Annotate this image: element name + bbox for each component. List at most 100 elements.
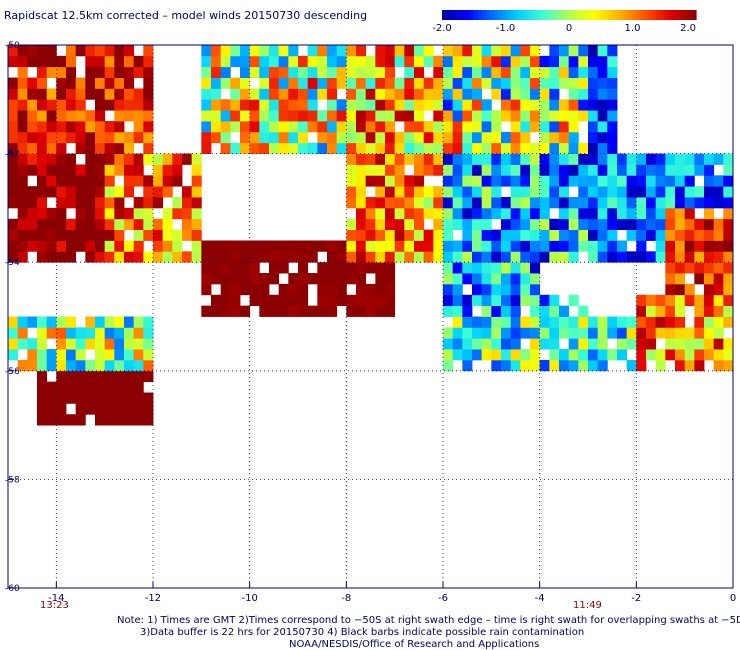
heatmap-cell bbox=[114, 66, 125, 78]
heatmap-cell bbox=[143, 110, 154, 122]
heatmap-cell bbox=[452, 88, 463, 100]
heatmap-cell bbox=[568, 218, 579, 231]
heatmap-cell bbox=[539, 229, 550, 241]
heatmap-cell bbox=[85, 218, 96, 231]
heatmap-cell bbox=[114, 88, 125, 100]
colorbar-swatch bbox=[501, 10, 507, 20]
heatmap-cell bbox=[385, 66, 396, 78]
heatmap-cell bbox=[95, 164, 106, 176]
heatmap-cell bbox=[278, 88, 289, 100]
heatmap-cell bbox=[278, 251, 289, 263]
heatmap-cell bbox=[491, 262, 502, 274]
heatmap-cell bbox=[153, 197, 164, 209]
heatmap-cell bbox=[472, 316, 483, 328]
heatmap-cell bbox=[95, 392, 106, 404]
heatmap-cell bbox=[443, 338, 454, 350]
heatmap-cell bbox=[385, 251, 396, 263]
heatmap-cell bbox=[56, 197, 67, 209]
heatmap-cell bbox=[201, 121, 212, 133]
heatmap-cell bbox=[588, 327, 599, 339]
heatmap-cell bbox=[394, 55, 405, 68]
heatmap-cell bbox=[472, 207, 483, 220]
heatmap-cell bbox=[501, 349, 512, 361]
heatmap-cell bbox=[491, 55, 502, 68]
heatmap-cell bbox=[394, 77, 405, 89]
heatmap-cell bbox=[443, 99, 454, 111]
heatmap-cell bbox=[288, 131, 299, 144]
heatmap-cell bbox=[510, 142, 521, 154]
heatmap-cell bbox=[414, 229, 425, 241]
heatmap-cell bbox=[723, 164, 734, 176]
heatmap-cell bbox=[510, 77, 521, 89]
heatmap-cell bbox=[520, 294, 531, 307]
heatmap-cell bbox=[704, 262, 715, 274]
heatmap-cell bbox=[491, 164, 502, 176]
heatmap-cell bbox=[95, 414, 106, 426]
heatmap-cell bbox=[559, 251, 570, 263]
heatmap-cell bbox=[37, 142, 48, 154]
heatmap-cell bbox=[104, 240, 115, 252]
heatmap-cell bbox=[607, 153, 618, 165]
heatmap-cell bbox=[211, 66, 222, 78]
heatmap-cell bbox=[530, 197, 541, 209]
heatmap-cell bbox=[501, 240, 512, 252]
heatmap-cell bbox=[8, 186, 19, 198]
heatmap-cell bbox=[27, 197, 38, 209]
heatmap-cell bbox=[549, 77, 560, 89]
heatmap-cell bbox=[114, 121, 125, 133]
heatmap-cell bbox=[336, 55, 347, 68]
heatmap-cell bbox=[539, 164, 550, 176]
heatmap-cell bbox=[298, 305, 309, 317]
heatmap-cell bbox=[259, 88, 270, 100]
heatmap-cell bbox=[530, 153, 541, 165]
x-tick-label: 0 bbox=[730, 593, 736, 604]
heatmap-cell bbox=[85, 88, 96, 100]
heatmap-cell bbox=[17, 359, 28, 372]
heatmap-cell bbox=[646, 251, 657, 263]
heatmap-cell bbox=[346, 110, 357, 122]
heatmap-cell bbox=[85, 316, 96, 328]
heatmap-cell bbox=[46, 55, 57, 68]
heatmap-cell bbox=[375, 88, 386, 100]
heatmap-cell bbox=[539, 218, 550, 231]
heatmap-cell bbox=[37, 110, 48, 122]
heatmap-cell bbox=[501, 251, 512, 263]
heatmap-cell bbox=[143, 175, 154, 187]
heatmap-cell bbox=[520, 327, 531, 339]
heatmap-cell bbox=[501, 218, 512, 231]
heatmap-cell bbox=[259, 77, 270, 89]
heatmap-cell bbox=[694, 186, 705, 198]
heatmap-cell bbox=[27, 110, 38, 122]
heatmap-cell bbox=[37, 381, 48, 393]
heatmap-cell bbox=[95, 45, 106, 57]
heatmap-cell bbox=[481, 175, 492, 187]
heatmap-cell bbox=[143, 186, 154, 198]
heatmap-cell bbox=[462, 294, 473, 307]
heatmap-cell bbox=[607, 197, 618, 209]
heatmap-cell bbox=[17, 164, 28, 176]
heatmap-cell bbox=[443, 273, 454, 285]
heatmap-cell bbox=[462, 338, 473, 350]
heatmap-cell bbox=[481, 55, 492, 68]
heatmap-cell bbox=[375, 305, 386, 317]
heatmap-cell bbox=[443, 197, 454, 209]
heatmap-cell bbox=[423, 88, 434, 100]
heatmap-cell bbox=[568, 197, 579, 209]
heatmap-cell bbox=[240, 240, 251, 252]
heatmap-cell bbox=[56, 77, 67, 89]
heatmap-cell bbox=[288, 142, 299, 154]
heatmap-cell bbox=[617, 349, 628, 361]
heatmap-cell bbox=[298, 294, 309, 307]
heatmap-cell bbox=[655, 240, 666, 252]
heatmap-cell bbox=[56, 88, 67, 100]
heatmap-cell bbox=[114, 251, 125, 263]
heatmap-cell bbox=[327, 110, 338, 122]
heatmap-cell bbox=[472, 142, 483, 154]
heatmap-cell bbox=[578, 207, 589, 220]
heatmap-cell bbox=[646, 175, 657, 187]
heatmap-cell bbox=[423, 121, 434, 133]
heatmap-cell bbox=[375, 251, 386, 263]
heatmap-cell bbox=[530, 240, 541, 252]
heatmap-cell bbox=[375, 131, 386, 144]
colorbar-tick-label: -2.0 bbox=[432, 23, 452, 34]
